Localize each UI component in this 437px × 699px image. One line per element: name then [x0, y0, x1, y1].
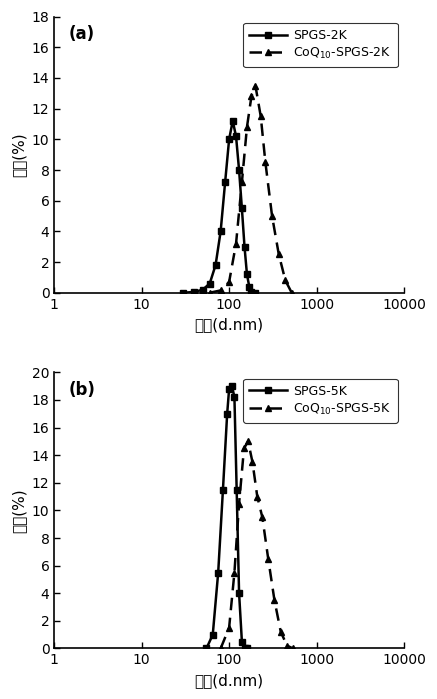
CoQ$_{10}$-SPGS-5K [266, 554, 271, 563]
CoQ$_{10}$-SPGS-5K [260, 513, 265, 521]
SPGS-2K [230, 117, 236, 125]
SPGS-5K [236, 589, 242, 598]
SPGS-5K [244, 644, 250, 653]
CoQ$_{10}$-SPGS-5K [241, 444, 246, 452]
Text: (b): (b) [68, 381, 95, 398]
Line: SPGS-2K: SPGS-2K [180, 117, 259, 296]
CoQ$_{10}$-SPGS-2K [244, 123, 250, 131]
CoQ$_{10}$-SPGS-2K [253, 82, 258, 90]
Y-axis label: 强度(%): 强度(%) [11, 488, 26, 533]
CoQ$_{10}$-SPGS-2K [207, 289, 212, 297]
SPGS-2K [236, 166, 242, 174]
CoQ$_{10}$-SPGS-5K [232, 568, 237, 577]
Legend: SPGS-2K, CoQ$_{10}$-SPGS-2K: SPGS-2K, CoQ$_{10}$-SPGS-2K [243, 23, 398, 67]
CoQ$_{10}$-SPGS-5K [218, 644, 223, 653]
CoQ$_{10}$-SPGS-5K [246, 437, 251, 445]
CoQ$_{10}$-SPGS-5K [272, 596, 277, 605]
CoQ$_{10}$-SPGS-2K [233, 240, 239, 248]
Y-axis label: 强度(%): 强度(%) [11, 132, 26, 177]
CoQ$_{10}$-SPGS-5K [278, 628, 284, 636]
CoQ$_{10}$-SPGS-2K [283, 276, 288, 284]
CoQ$_{10}$-SPGS-5K [226, 624, 232, 632]
SPGS-2K [226, 135, 232, 143]
CoQ$_{10}$-SPGS-2K [276, 250, 281, 259]
X-axis label: 直径(d.nm): 直径(d.nm) [194, 317, 264, 332]
SPGS-5K [242, 644, 247, 652]
Line: SPGS-5K: SPGS-5K [203, 382, 250, 652]
SPGS-5K [234, 486, 239, 494]
SPGS-5K [232, 393, 237, 401]
SPGS-2K [233, 132, 239, 140]
CoQ$_{10}$-SPGS-2K [263, 158, 268, 166]
CoQ$_{10}$-SPGS-2K [289, 289, 295, 297]
CoQ$_{10}$-SPGS-5K [236, 499, 242, 507]
SPGS-2K [181, 289, 186, 297]
SPGS-5K [226, 384, 232, 393]
SPGS-2K [246, 282, 252, 291]
CoQ$_{10}$-SPGS-2K [249, 92, 254, 101]
SPGS-2K [218, 227, 223, 236]
CoQ$_{10}$-SPGS-5K [291, 644, 296, 653]
Line: CoQ$_{10}$-SPGS-2K: CoQ$_{10}$-SPGS-2K [206, 82, 295, 296]
SPGS-2K [244, 270, 250, 278]
SPGS-2K [242, 243, 247, 251]
SPGS-2K [192, 288, 197, 296]
SPGS-5K [204, 644, 209, 653]
Text: (a): (a) [68, 25, 94, 43]
CoQ$_{10}$-SPGS-2K [226, 278, 232, 286]
CoQ$_{10}$-SPGS-2K [239, 178, 245, 187]
CoQ$_{10}$-SPGS-2K [218, 286, 223, 294]
SPGS-5K [220, 486, 225, 494]
CoQ$_{10}$-SPGS-2K [258, 112, 264, 120]
SPGS-2K [222, 178, 228, 187]
SPGS-5K [229, 382, 235, 390]
SPGS-2K [207, 280, 212, 288]
CoQ$_{10}$-SPGS-5K [284, 642, 290, 650]
SPGS-5K [225, 410, 230, 418]
SPGS-5K [215, 568, 221, 577]
CoQ$_{10}$-SPGS-2K [270, 212, 275, 220]
SPGS-2K [253, 289, 258, 297]
SPGS-2K [213, 261, 218, 269]
Line: CoQ$_{10}$-SPGS-5K: CoQ$_{10}$-SPGS-5K [217, 438, 297, 652]
CoQ$_{10}$-SPGS-5K [255, 492, 260, 500]
X-axis label: 直径(d.nm): 直径(d.nm) [194, 673, 264, 688]
Legend: SPGS-5K, CoQ$_{10}$-SPGS-5K: SPGS-5K, CoQ$_{10}$-SPGS-5K [243, 379, 398, 423]
SPGS-2K [200, 285, 205, 294]
SPGS-5K [239, 637, 245, 646]
CoQ$_{10}$-SPGS-5K [250, 458, 255, 466]
SPGS-2K [239, 204, 245, 212]
SPGS-5K [210, 630, 215, 639]
SPGS-2K [249, 288, 254, 296]
